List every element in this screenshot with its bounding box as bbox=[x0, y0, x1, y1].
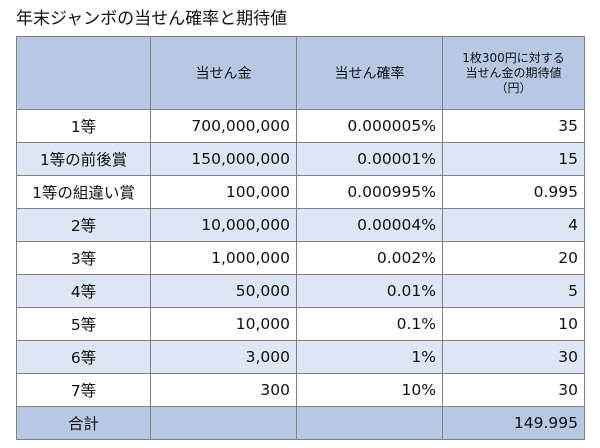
prize-probability: 0.01% bbox=[296, 274, 443, 308]
header-prize-amount: 当せん金 bbox=[150, 36, 297, 110]
prize-name: 5等 bbox=[16, 307, 151, 341]
header-expected-line3: （円） bbox=[495, 80, 532, 95]
table-row: 1等 700,000,000 0.000005% 35 bbox=[16, 109, 585, 143]
prize-amount: 3,000 bbox=[150, 340, 297, 374]
prize-probability: 0.00004% bbox=[296, 208, 443, 242]
prize-name: 4等 bbox=[16, 274, 151, 308]
prize-name: 3等 bbox=[16, 241, 151, 275]
table-row: 1等の組違い賞 100,000 0.000995% 0.995 bbox=[16, 175, 585, 209]
prize-amount: 50,000 bbox=[150, 274, 297, 308]
header-blank bbox=[16, 36, 151, 110]
total-blank-probability bbox=[296, 406, 443, 440]
prize-probability: 1% bbox=[296, 340, 443, 374]
table-row: 1等の前後賞 150,000,000 0.00001% 15 bbox=[16, 142, 585, 176]
prize-probability: 10% bbox=[296, 373, 443, 407]
prize-amount: 150,000,000 bbox=[150, 142, 297, 176]
prize-amount: 1,000,000 bbox=[150, 241, 297, 275]
table-row: 3等 1,000,000 0.002% 20 bbox=[16, 241, 585, 275]
prize-expected-value: 0.995 bbox=[442, 175, 585, 209]
prize-expected-value: 5 bbox=[442, 274, 585, 308]
prize-expected-value: 30 bbox=[442, 373, 585, 407]
total-row: 合計 149.995 bbox=[16, 406, 585, 440]
prize-name: 1等の前後賞 bbox=[16, 142, 151, 176]
prize-name: 1等 bbox=[16, 109, 151, 143]
prize-probability: 0.1% bbox=[296, 307, 443, 341]
header-expected-value: 1枚300円に対する 当せん金の期待値 （円） bbox=[442, 36, 585, 110]
prize-expected-value: 15 bbox=[442, 142, 585, 176]
prize-expected-value: 4 bbox=[442, 208, 585, 242]
prize-name: 7等 bbox=[16, 373, 151, 407]
prize-expected-value: 20 bbox=[442, 241, 585, 275]
table-row: 2等 10,000,000 0.00004% 4 bbox=[16, 208, 585, 242]
header-probability: 当せん確率 bbox=[296, 36, 443, 110]
prize-amount: 10,000 bbox=[150, 307, 297, 341]
prize-amount: 100,000 bbox=[150, 175, 297, 209]
header-expected-line1: 1枚300円に対する bbox=[462, 50, 565, 65]
prize-expected-value: 35 bbox=[442, 109, 585, 143]
prize-name: 2等 bbox=[16, 208, 151, 242]
table-row: 5等 10,000 0.1% 10 bbox=[16, 307, 585, 341]
prize-amount: 700,000,000 bbox=[150, 109, 297, 143]
header-row: 当せん金 当せん確率 1枚300円に対する 当せん金の期待値 （円） bbox=[16, 36, 585, 110]
prize-probability: 0.000995% bbox=[296, 175, 443, 209]
prize-expected-value: 30 bbox=[442, 340, 585, 374]
table-row: 4等 50,000 0.01% 5 bbox=[16, 274, 585, 308]
total-label: 合計 bbox=[16, 406, 151, 440]
prize-name: 6等 bbox=[16, 340, 151, 374]
table-row: 6等 3,000 1% 30 bbox=[16, 340, 585, 374]
prize-amount: 10,000,000 bbox=[150, 208, 297, 242]
table-row: 7等 300 10% 30 bbox=[16, 373, 585, 407]
page-title: 年末ジャンボの当せん確率と期待値 bbox=[16, 9, 288, 29]
prize-amount: 300 bbox=[150, 373, 297, 407]
prize-probability: 0.002% bbox=[296, 241, 443, 275]
header-expected-line2: 当せん金の期待値 bbox=[465, 65, 562, 80]
total-expected-value: 149.995 bbox=[442, 406, 585, 440]
prize-name: 1等の組違い賞 bbox=[16, 175, 151, 209]
total-blank-amount bbox=[150, 406, 297, 440]
prize-probability: 0.00001% bbox=[296, 142, 443, 176]
prize-expected-value: 10 bbox=[442, 307, 585, 341]
lottery-table: 当せん金 当せん確率 1枚300円に対する 当せん金の期待値 （円） 1等 70… bbox=[16, 36, 585, 440]
prize-probability: 0.000005% bbox=[296, 109, 443, 143]
